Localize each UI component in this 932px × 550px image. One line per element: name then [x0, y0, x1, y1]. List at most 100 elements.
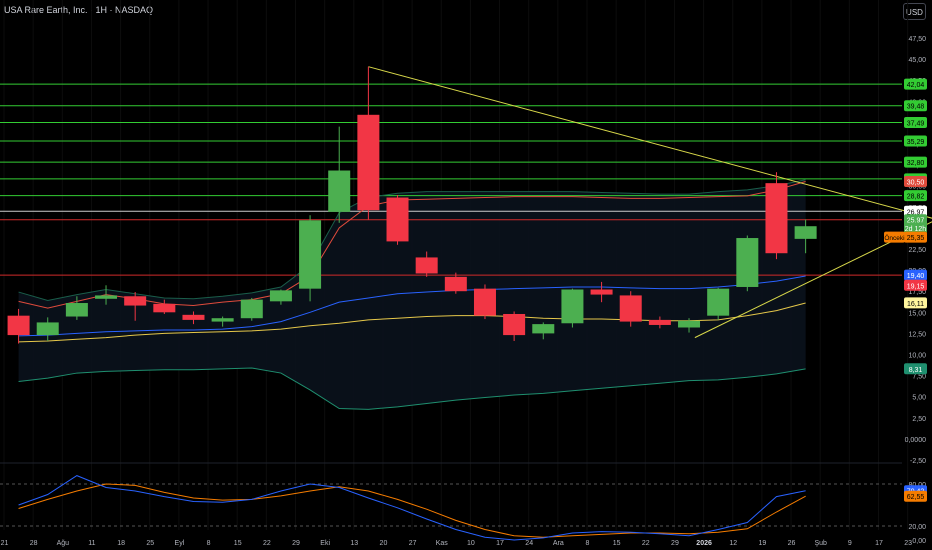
price-label-bg	[904, 135, 927, 147]
candle	[765, 172, 788, 260]
candle	[386, 194, 409, 245]
time-tick-label: 27	[409, 540, 417, 547]
price-label-text: 39,48	[907, 104, 925, 111]
candle	[794, 219, 817, 254]
time-tick-label: 21	[1, 540, 9, 547]
candle-body	[444, 276, 467, 292]
candle-body	[765, 183, 788, 254]
candle	[532, 322, 555, 340]
price-label-text: 8,31	[909, 367, 923, 374]
price-label-bg	[904, 279, 927, 291]
candle-body	[532, 324, 555, 334]
price-tick-label: -2,50	[910, 458, 926, 465]
previous-close-label: Önceki	[884, 234, 904, 242]
candle	[7, 308, 30, 344]
band-upper-line	[18, 179, 806, 301]
price-label-bg	[904, 297, 927, 309]
price-label-badge: 26,97	[904, 205, 927, 217]
price-label-badge: 8,31	[904, 363, 927, 375]
time-tick-label: 9	[848, 540, 852, 547]
trendline	[368, 66, 932, 219]
price-label-badge: 2d 12h	[904, 222, 927, 234]
previous-close-bg	[884, 231, 905, 243]
time-tick-label: 29	[671, 540, 679, 547]
price-label-bg	[904, 78, 927, 90]
time-tick-label: 11	[88, 540, 95, 547]
candle	[328, 126, 351, 223]
time-tick-label: Ara	[553, 540, 564, 547]
candle	[65, 296, 88, 320]
price-label-badge: 42,04	[904, 78, 927, 90]
price-label-badge: 32,80	[904, 156, 927, 168]
time-tick-label: Eki	[320, 540, 330, 547]
price-label-badge: 16,11	[904, 297, 927, 309]
price-label-badge: 35,29	[904, 135, 927, 147]
time-axis: 21 28 Ağu 11 18 25 Eyl 8 15 22 29 Eki 13 20 27 Kas 10 17 2…	[1, 540, 913, 547]
candle	[561, 288, 584, 328]
price-label-text: 42,04	[907, 82, 925, 89]
candle-body	[678, 320, 701, 328]
price-label-bg	[904, 100, 927, 112]
candle	[153, 299, 176, 314]
candle	[590, 281, 613, 303]
time-tick-label: 2026	[696, 540, 712, 547]
price-label-bg	[904, 222, 927, 234]
candle-body	[503, 313, 526, 336]
previous-close-badge: Önceki	[884, 231, 905, 243]
price-tick-label: 0,0000	[905, 437, 927, 444]
price-label-badge: 19,15	[904, 279, 927, 291]
price-label-bg	[904, 363, 927, 375]
time-tick-label: 24	[525, 540, 533, 547]
price-label-text: 35,29	[907, 139, 925, 146]
band-fill	[18, 179, 806, 410]
price-label-text: 19,40	[907, 273, 925, 280]
candle	[415, 251, 438, 277]
price-tick-label: 30,00	[908, 184, 926, 191]
candle	[36, 317, 59, 341]
candle	[503, 311, 526, 341]
price-tick-label: 7,50	[912, 374, 926, 381]
time-tick-label: 20	[380, 540, 388, 547]
candle-body	[153, 303, 176, 313]
price-label-bg	[904, 231, 927, 243]
price-tick-label: 12,50	[908, 331, 926, 338]
price-label-badge: 30,50	[904, 175, 927, 187]
time-tick-label: 22	[263, 540, 271, 547]
candle-body	[182, 314, 205, 320]
band-lower-line	[18, 367, 806, 410]
price-label-text: 28,82	[907, 194, 925, 201]
time-tick-label: 19	[759, 540, 767, 547]
time-tick-label: 18	[117, 540, 125, 547]
time-tick-label: 17	[496, 540, 504, 547]
price-label-badge: 37,49	[904, 116, 927, 128]
candle	[736, 235, 759, 292]
candle-body	[269, 290, 292, 302]
candle-body	[590, 289, 613, 295]
price-label-text: 25,35	[907, 235, 925, 242]
candle-body	[561, 289, 584, 324]
price-tick-label: 45,00	[908, 57, 926, 64]
time-tick-label: 26	[788, 540, 796, 547]
price-label-text: 32,80	[907, 160, 925, 167]
currency-button[interactable]: USD	[903, 3, 926, 20]
time-tick-label: 8	[586, 540, 590, 547]
price-label-text: 16,11	[907, 301, 924, 308]
price-label-text: 62,55	[907, 494, 925, 501]
candle	[357, 66, 380, 220]
price-label-bg	[904, 490, 927, 502]
price-tick-label: 10,00	[908, 353, 926, 360]
candle-body	[65, 303, 88, 317]
price-label-bg	[904, 269, 927, 281]
time-tick-label: 15	[613, 540, 621, 547]
time-tick-label: 17	[875, 540, 883, 547]
time-tick-label: 15	[234, 540, 242, 547]
time-tick-label: 23	[904, 540, 912, 547]
candle-body	[707, 288, 730, 316]
ma-blue-line	[18, 275, 806, 337]
price-tick-label: 5,00	[912, 395, 926, 402]
price-label-badge: 28,82	[904, 190, 927, 202]
candle	[269, 289, 292, 305]
price-label-text: 26,97	[907, 209, 925, 216]
price-label-text: 37,49	[907, 120, 925, 127]
